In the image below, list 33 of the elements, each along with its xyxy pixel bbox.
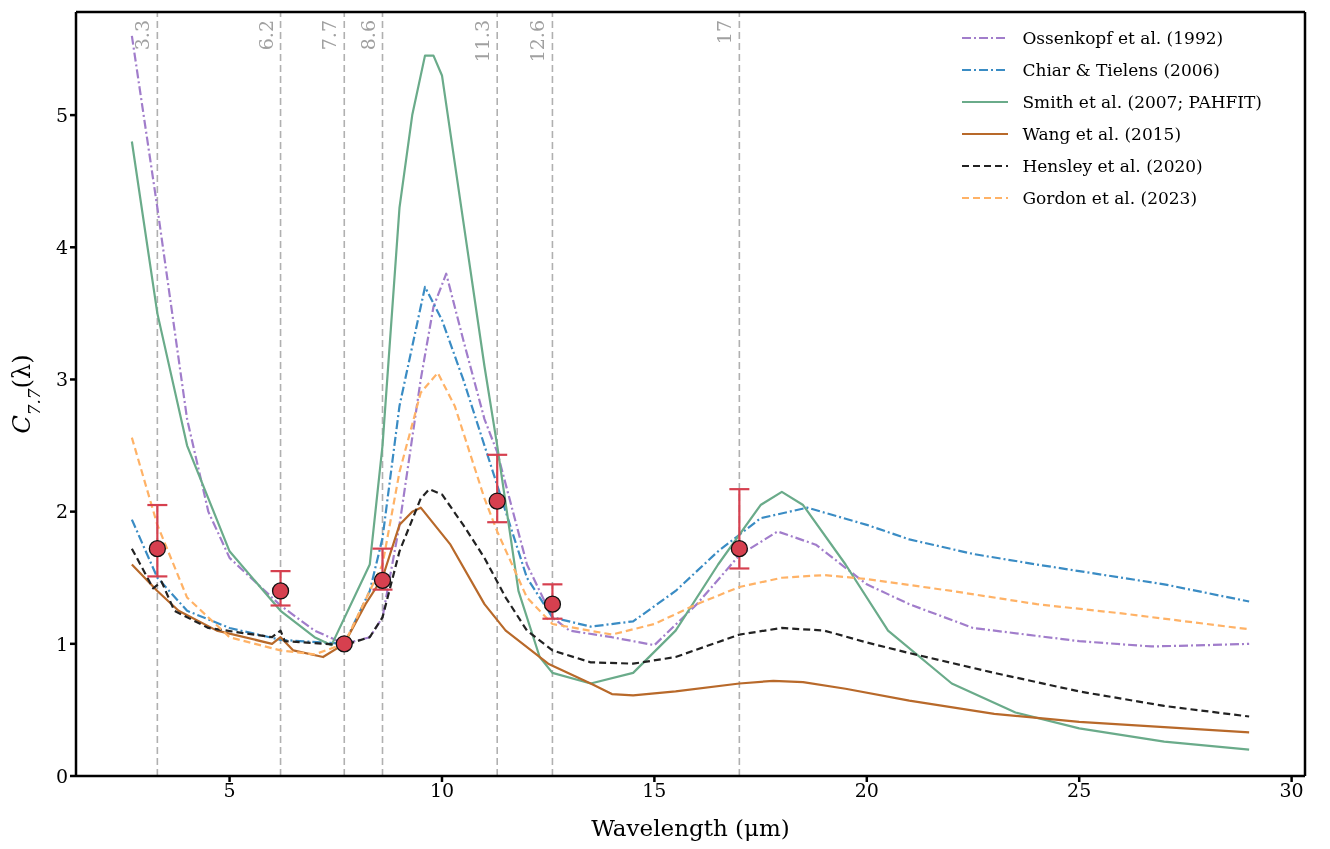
ref-line-label: 6.2 [254, 20, 277, 51]
legend-label: Wang et al. (2015) [1022, 123, 1182, 146]
y-tick-label: 1 [55, 632, 68, 655]
x-axis-title: Wavelength (μm) [591, 815, 790, 841]
ref-line-label: 11.3 [471, 20, 494, 63]
y-tick-label: 2 [55, 500, 68, 523]
legend-label: Ossenkopf et al. (1992) [1022, 27, 1224, 50]
x-tick-label: 10 [429, 779, 455, 802]
x-tick-label: 20 [854, 779, 879, 802]
x-tick-label: 5 [223, 779, 236, 802]
legend-label: Chiar & Tielens (2006) [1022, 59, 1220, 82]
y-tick-label: 4 [55, 236, 68, 259]
ref-line-label: 7.7 [318, 20, 341, 51]
point [271, 582, 290, 600]
y-tick-label: 0 [55, 764, 68, 787]
legend-label: Smith et al. (2007; PAHFIT) [1022, 91, 1262, 114]
y-tick-label: 3 [55, 368, 68, 391]
x-tick-label: 25 [1067, 779, 1092, 802]
x-tick-label: 15 [642, 779, 667, 802]
legend-label: Gordon et al. (2023) [1022, 187, 1198, 210]
legend-label: Hensley et al. (2020) [1022, 155, 1203, 178]
ref-line-label: 3.3 [131, 20, 154, 51]
point [335, 635, 353, 653]
ref-line-label: 17 [713, 20, 736, 45]
ref-line-label: 12.6 [526, 20, 549, 63]
point [543, 595, 562, 613]
y-tick-label: 5 [55, 103, 68, 126]
x-tick-label: 30 [1279, 779, 1304, 802]
point [730, 540, 748, 558]
point [148, 540, 166, 558]
point [488, 492, 506, 510]
ref-line-label: 8.6 [356, 20, 379, 51]
point [373, 571, 392, 590]
